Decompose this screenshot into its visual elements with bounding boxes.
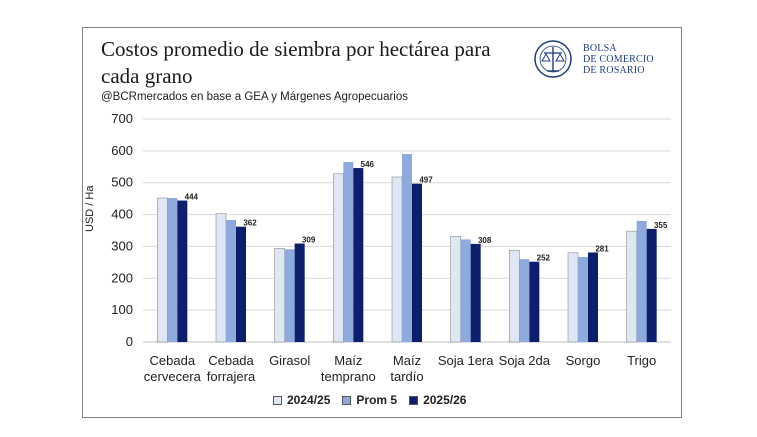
x-tick-label: Soja 1era — [438, 353, 494, 368]
bar-2024-25 — [567, 252, 579, 343]
bar-prom-5 — [226, 219, 236, 342]
legend-label: 2025/26 — [423, 393, 467, 407]
x-tick-label: Sorgo — [566, 353, 601, 368]
bar-2025-26 — [294, 243, 305, 342]
bar-prom-5 — [578, 256, 588, 342]
data-label: 497 — [419, 176, 433, 185]
legend-swatch — [409, 395, 419, 405]
logo-line-1: BOLSA — [583, 43, 617, 54]
data-label: 355 — [654, 221, 668, 230]
bar-2024-25 — [215, 213, 227, 343]
data-label: 444 — [185, 193, 199, 202]
x-tick-label: Soja 2da — [499, 353, 551, 368]
y-tick-label: 200 — [111, 270, 133, 285]
chart-subtitle: @BCRmercados en base a GEA y Márgenes Ag… — [101, 91, 408, 103]
logo-line-2: DE COMERCIO — [583, 54, 654, 65]
bar-2025-26 — [353, 168, 364, 342]
x-tick-label: Cebada — [150, 353, 196, 368]
y-tick-label: 0 — [126, 334, 133, 349]
data-label: 546 — [361, 160, 375, 169]
legend-swatch — [342, 395, 352, 405]
legend-item: 2024/25 — [273, 393, 330, 407]
y-tick-label: 100 — [111, 302, 133, 317]
bar-2024-25 — [333, 173, 344, 343]
x-tick-label: cervecera — [144, 369, 202, 384]
y-tick-label: 300 — [111, 238, 133, 253]
y-tick-labels: 0 100 200 300 400 500 600 700 — [111, 111, 133, 349]
bar-2025-26 — [412, 183, 422, 342]
bar-prom-5 — [167, 198, 178, 342]
bar-2024-25 — [450, 235, 461, 343]
x-tick-label: tardío — [390, 369, 423, 384]
x-tick-label: Trigo — [627, 353, 656, 368]
legend-label: Prom 5 — [356, 393, 398, 407]
bar-prom-5 — [343, 162, 354, 342]
bar-2025-26 — [529, 261, 540, 342]
legend-item: Prom 5 — [342, 393, 397, 407]
data-label: 308 — [478, 236, 492, 245]
chart-title: Costos promedio de siembra por hectárea … — [101, 37, 491, 88]
x-tick-label: Maíz — [334, 353, 362, 368]
bar-2025-26 — [470, 243, 481, 342]
data-labels: 444 362 309 546 497 308 252 281 355 — [185, 160, 668, 263]
x-tick-label: temprano — [321, 369, 376, 384]
y-tick-label: 600 — [111, 143, 133, 158]
y-tick-label: 700 — [111, 111, 133, 126]
bar-2024-25 — [157, 197, 168, 343]
data-label: 281 — [595, 244, 609, 253]
bar-prom-5 — [519, 259, 530, 342]
data-label: 362 — [243, 219, 257, 228]
bars — [157, 154, 657, 343]
bar-2024-25 — [626, 230, 637, 343]
legend-swatch — [273, 395, 282, 405]
legend-item: 2025/26 — [409, 393, 466, 407]
bar-2025-26 — [236, 226, 246, 342]
bcr-logo-icon — [534, 40, 572, 78]
bar-2025-26 — [588, 252, 598, 342]
x-tick-label: forrajera — [207, 369, 256, 384]
x-tick-label: Cebada — [208, 353, 254, 368]
data-label: 309 — [302, 236, 316, 245]
legend: 2024/25 Prom 5 2025/26 — [273, 393, 466, 407]
legend-label: 2024/25 — [287, 393, 331, 407]
bar-prom-5 — [460, 239, 471, 342]
bar-2024-25 — [391, 176, 403, 343]
bar-2024-25 — [274, 248, 285, 343]
logo-line-3: DE ROSARIO — [583, 65, 645, 76]
x-tick-label: Maíz — [393, 353, 421, 368]
data-label: 252 — [537, 254, 551, 263]
bar-2024-25 — [509, 249, 520, 343]
y-axis-label: USD / Ha — [84, 185, 96, 232]
bar-2025-26 — [646, 228, 657, 342]
x-tick-label: Girasol — [269, 353, 310, 368]
y-tick-label: 500 — [111, 175, 133, 190]
bcr-logo-text: BOLSA DE COMERCIO DE ROSARIO — [583, 43, 654, 76]
bar-2025-26 — [177, 200, 188, 342]
y-tick-label: 400 — [111, 207, 133, 222]
bar-prom-5 — [284, 249, 295, 342]
bar-prom-5 — [636, 220, 647, 342]
bar-prom-5 — [402, 154, 412, 342]
